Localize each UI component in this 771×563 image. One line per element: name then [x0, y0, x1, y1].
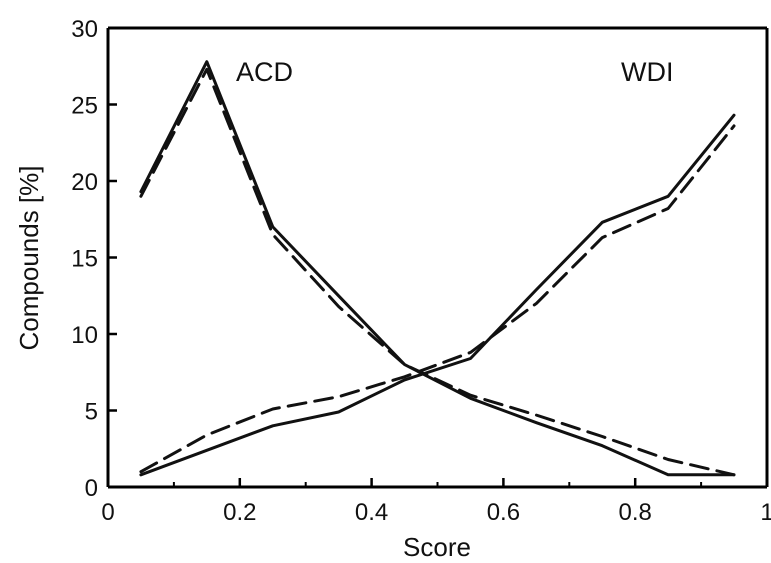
- x-tick-label: 0.6: [487, 499, 520, 526]
- y-tick-label: 5: [85, 399, 98, 426]
- x-tick-label: 1: [760, 499, 771, 526]
- y-tick-label: 25: [71, 93, 98, 120]
- y-tick-label: 10: [71, 322, 98, 349]
- y-tick-label: 15: [71, 246, 98, 273]
- annotation-acd: ACD: [236, 57, 293, 87]
- series-line-3: [139, 113, 736, 477]
- x-tick-label: 0: [101, 499, 114, 526]
- series-layer: [139, 60, 736, 477]
- series-line-2: [139, 67, 736, 477]
- annotation-wdi: WDI: [621, 57, 673, 87]
- series-line-4: [139, 124, 736, 474]
- x-tick-label: 0.2: [223, 499, 256, 526]
- y-tick-label: 20: [71, 169, 98, 196]
- y-tick-label: 30: [71, 16, 98, 43]
- x-tick-label: 0.8: [619, 499, 652, 526]
- plot-frame: [106, 26, 769, 489]
- x-axis-label: Score: [403, 532, 471, 562]
- y-axis-label: Compounds [%]: [14, 166, 44, 351]
- y-tick-label: 0: [85, 475, 98, 502]
- x-tick-label: 0.4: [355, 499, 388, 526]
- axis-ticks: [106, 26, 769, 489]
